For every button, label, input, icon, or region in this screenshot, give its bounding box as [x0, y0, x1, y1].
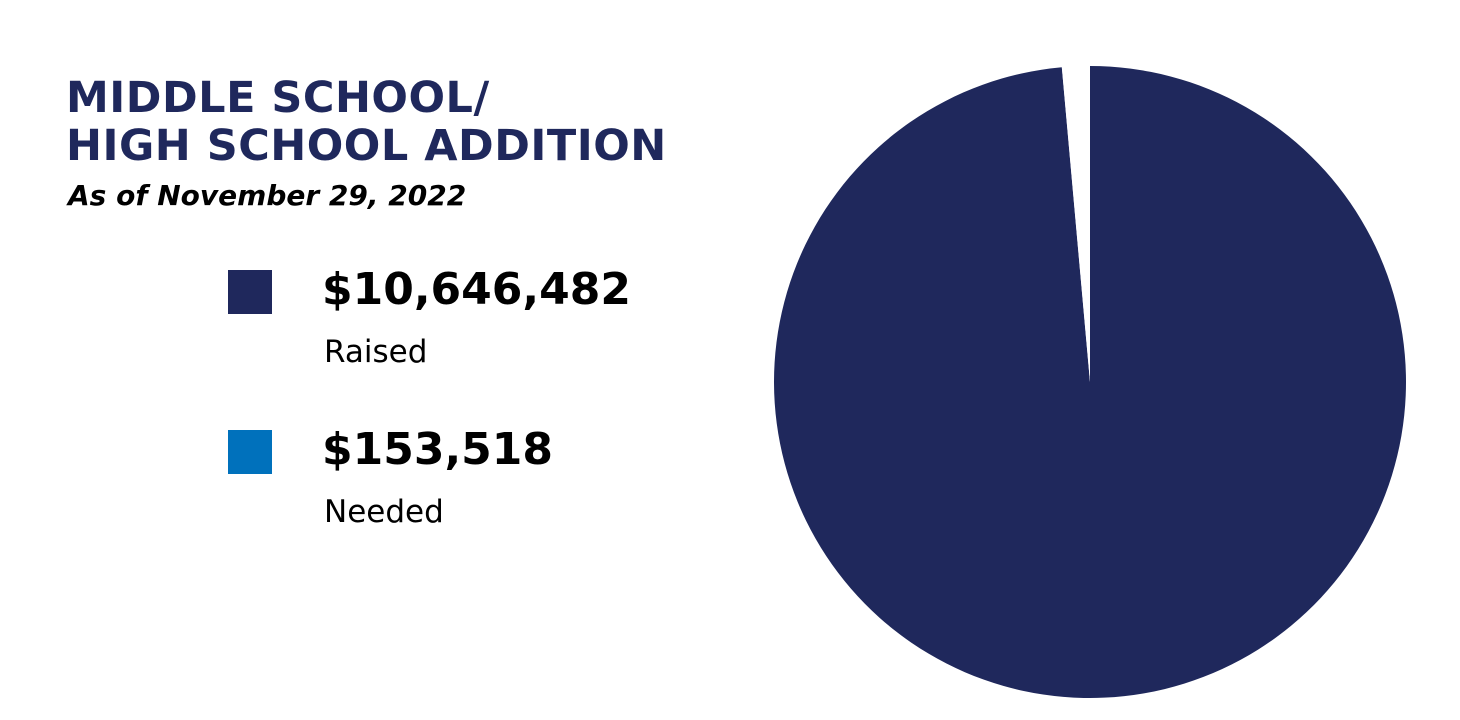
title-line-2: HIGH SCHOOL ADDITION: [66, 121, 667, 171]
legend-swatch-raised: [228, 270, 272, 314]
legend-value-raised: $10,646,482: [322, 264, 631, 315]
legend-swatch-needed: [228, 430, 272, 474]
legend-label-needed: Needed: [324, 494, 444, 530]
legend-label-raised: Raised: [324, 334, 428, 370]
title-line-1: MIDDLE SCHOOL/: [66, 73, 490, 123]
legend-item-needed: $153,518 Needed: [228, 424, 728, 550]
chart-subtitle: As of November 29, 2022: [68, 179, 467, 212]
chart-title: MIDDLE SCHOOL/ HIGH SCHOOL ADDITION: [66, 74, 786, 170]
legend-value-needed: $153,518: [322, 424, 554, 475]
pie-chart: [774, 66, 1406, 698]
legend-item-raised: $10,646,482 Raised: [228, 264, 728, 390]
pie-slice-needed: [1061, 66, 1090, 382]
